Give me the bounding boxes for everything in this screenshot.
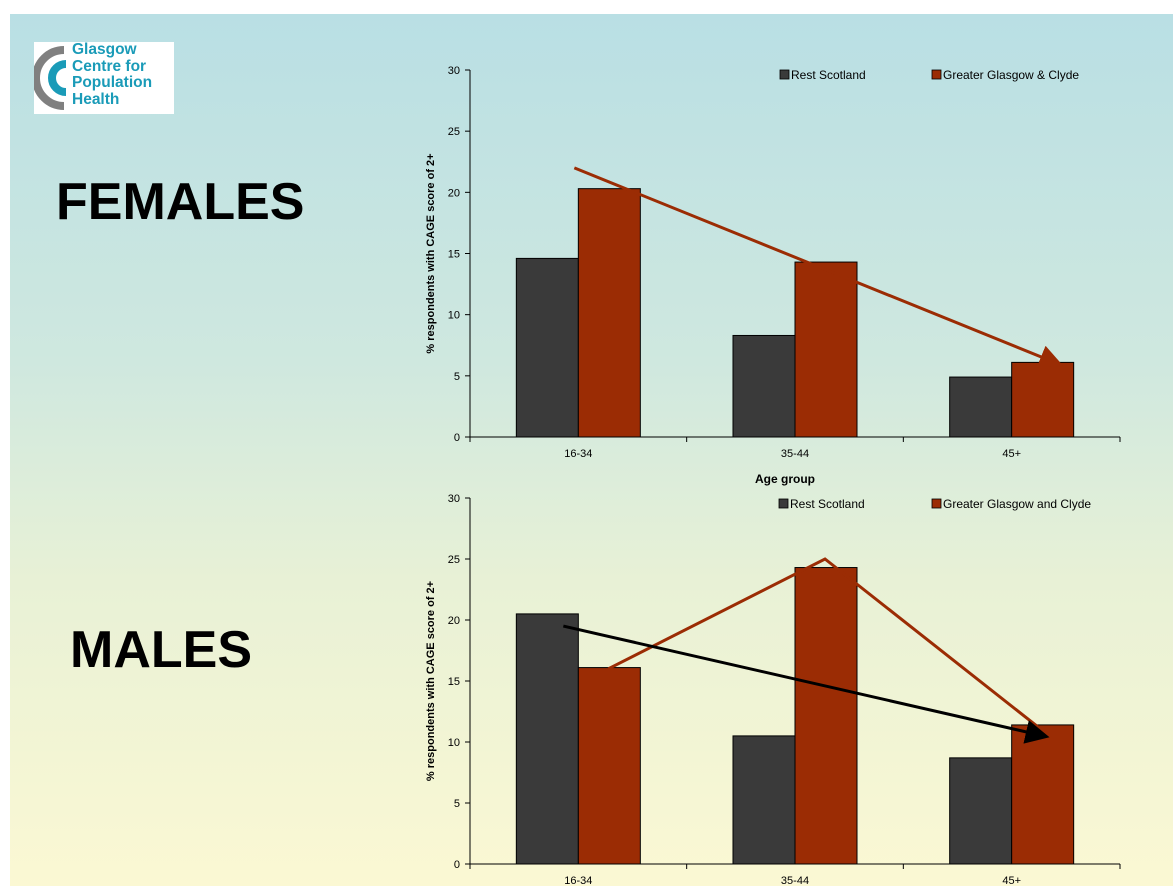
trend-arrow-0 bbox=[573, 166, 1064, 368]
x-tick-label: 45+ bbox=[1002, 875, 1021, 886]
y-tick-label: 20 bbox=[448, 187, 460, 199]
x-tick-label: 16-34 bbox=[564, 875, 592, 886]
bar-greater-glasgow-45+ bbox=[1011, 724, 1075, 865]
logo-line-2: Centre for bbox=[72, 57, 147, 75]
logo-line-1: Glasgow bbox=[72, 41, 137, 58]
bar-rest-scotland-35-44 bbox=[732, 334, 796, 438]
legend-label-1: Greater Glasgow & Clyde bbox=[943, 68, 1079, 82]
legend-label-0: Rest Scotland bbox=[790, 497, 865, 511]
bar-rest-scotland-16-34 bbox=[515, 613, 579, 865]
y-tick-label: 10 bbox=[448, 310, 460, 322]
bar-greater-glasgow-45+ bbox=[1011, 361, 1075, 438]
y-tick-label: 25 bbox=[448, 126, 460, 138]
legend-label-0: Rest Scotland bbox=[791, 68, 866, 82]
glasgow-centre-logo: Glasgow Centre for Population Health bbox=[34, 41, 176, 114]
logo-line-3: Population bbox=[72, 74, 153, 91]
trend-polyline-0 bbox=[607, 557, 1043, 731]
logo-text: Glasgow Centre for Population Health bbox=[72, 41, 176, 108]
y-tick-label: 0 bbox=[454, 432, 460, 444]
x-tick-label: 35-44 bbox=[781, 448, 809, 460]
bar-greater-glasgow-16-34 bbox=[577, 188, 641, 438]
bar-greater-glasgow-16-34 bbox=[577, 667, 641, 865]
legend-label-1: Greater Glasgow and Clyde bbox=[943, 497, 1091, 511]
bar-greater-glasgow-35-44 bbox=[794, 567, 858, 865]
y-axis-title: % respondents with CAGE score of 2+ bbox=[425, 581, 437, 781]
y-tick-label: 15 bbox=[448, 249, 460, 261]
legend-swatch-1 bbox=[931, 498, 942, 509]
y-tick-label: 10 bbox=[448, 737, 460, 749]
x-tick-label: 16-34 bbox=[564, 448, 592, 460]
bar-rest-scotland-45+ bbox=[949, 376, 1013, 438]
bar-greater-glasgow-35-44 bbox=[794, 261, 858, 438]
legend-swatch-0 bbox=[778, 498, 789, 509]
y-tick-label: 25 bbox=[448, 554, 460, 566]
females-heading: FEMALES bbox=[56, 173, 305, 231]
bar-rest-scotland-35-44 bbox=[732, 735, 796, 865]
females-bar-chart: 0 5 10 15 20 25 30 16-34 35-44 45+ % respondents w… bbox=[425, 65, 1121, 486]
y-tick-label: 30 bbox=[448, 65, 460, 77]
y-tick-label: 5 bbox=[454, 798, 460, 810]
y-axis-title: % respondents with CAGE score of 2+ bbox=[425, 153, 437, 353]
logo-line-4: Health bbox=[72, 90, 120, 108]
legend-swatch-1 bbox=[931, 69, 942, 80]
x-axis-title: Age group bbox=[755, 472, 815, 486]
logo-arc-icon bbox=[34, 46, 67, 110]
trend-arrow-1 bbox=[562, 624, 1050, 744]
y-tick-label: 20 bbox=[448, 615, 460, 627]
x-tick-label: 45+ bbox=[1002, 448, 1021, 460]
males-bar-chart: 0 5 10 15 20 25 30 16-34 35-44 45+ % respondents w… bbox=[425, 493, 1121, 886]
y-tick-label: 0 bbox=[454, 859, 460, 871]
bar-rest-scotland-45+ bbox=[949, 757, 1013, 865]
slide: Glasgow Centre for Population Health FEM… bbox=[10, 14, 1173, 886]
y-tick-label: 30 bbox=[448, 493, 460, 505]
males-heading: MALES bbox=[70, 621, 252, 679]
y-tick-label: 5 bbox=[454, 371, 460, 383]
y-tick-label: 15 bbox=[448, 676, 460, 688]
x-tick-label: 35-44 bbox=[781, 875, 809, 886]
legend-swatch-0 bbox=[779, 69, 790, 80]
